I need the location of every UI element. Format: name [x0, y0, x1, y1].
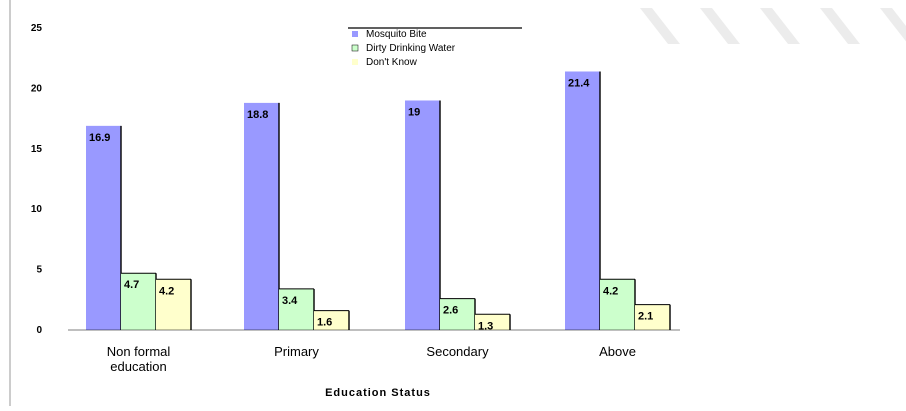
data-label: 4.2: [603, 285, 618, 297]
bar: [86, 125, 121, 331]
data-label: 19: [408, 106, 420, 118]
y-tick-label: 10: [31, 204, 43, 215]
watermark-stripe: [760, 8, 800, 44]
watermark-stripe: [820, 8, 860, 44]
legend-label: Don't Know: [366, 57, 418, 68]
legend-swatch: [352, 59, 358, 65]
watermark-stripe: [880, 8, 906, 42]
bar: [600, 279, 635, 330]
y-tick-label: 5: [36, 265, 42, 276]
bar: [565, 71, 600, 330]
data-label: 4.7: [124, 279, 139, 291]
bar: [121, 273, 156, 330]
legend: Mosquito Bite Dirty Drinking Water Don't K…: [348, 27, 522, 68]
data-label: 2.6: [443, 305, 458, 317]
y-tick-label: 0: [36, 325, 42, 336]
data-label: 21.4: [568, 77, 590, 89]
bar: [279, 288, 314, 330]
x-tick-label: Secondary: [426, 344, 489, 359]
legend-swatch: [351, 44, 359, 52]
data-label: 16.9: [89, 132, 110, 144]
y-tick-label: 25: [31, 23, 43, 34]
x-axis-title: Education Status: [325, 387, 431, 399]
data-label: 4.2: [159, 285, 174, 297]
y-tick-label: 15: [31, 144, 43, 155]
bar: [440, 298, 475, 330]
x-tick-label: Primary: [274, 344, 319, 359]
bar: [156, 279, 191, 330]
data-label: 1.6: [317, 317, 332, 329]
x-tick-label: Above: [599, 344, 636, 359]
watermark-stripe: [700, 8, 740, 44]
bar: [405, 100, 440, 330]
data-label: 1.3: [478, 320, 493, 332]
legend-label: Mosquito Bite: [366, 29, 427, 40]
bar: [475, 314, 510, 330]
y-tick-label: 20: [31, 83, 43, 94]
x-tick-label: Non formal: [107, 344, 171, 359]
legend-swatch: [352, 31, 358, 37]
bar: [314, 310, 349, 330]
data-label: 3.4: [282, 295, 298, 307]
data-label: 2.1: [638, 311, 653, 323]
watermark-stripe: [640, 8, 680, 44]
bar: [635, 304, 670, 330]
x-tick-label: education: [110, 359, 166, 374]
bar: [244, 102, 279, 330]
data-label: 18.8: [247, 109, 268, 121]
watermark-stripes: [640, 8, 906, 44]
y-axis: 0 5 10 15 20 25: [31, 23, 43, 336]
legend-label: Dirty Drinking Water: [366, 43, 456, 54]
